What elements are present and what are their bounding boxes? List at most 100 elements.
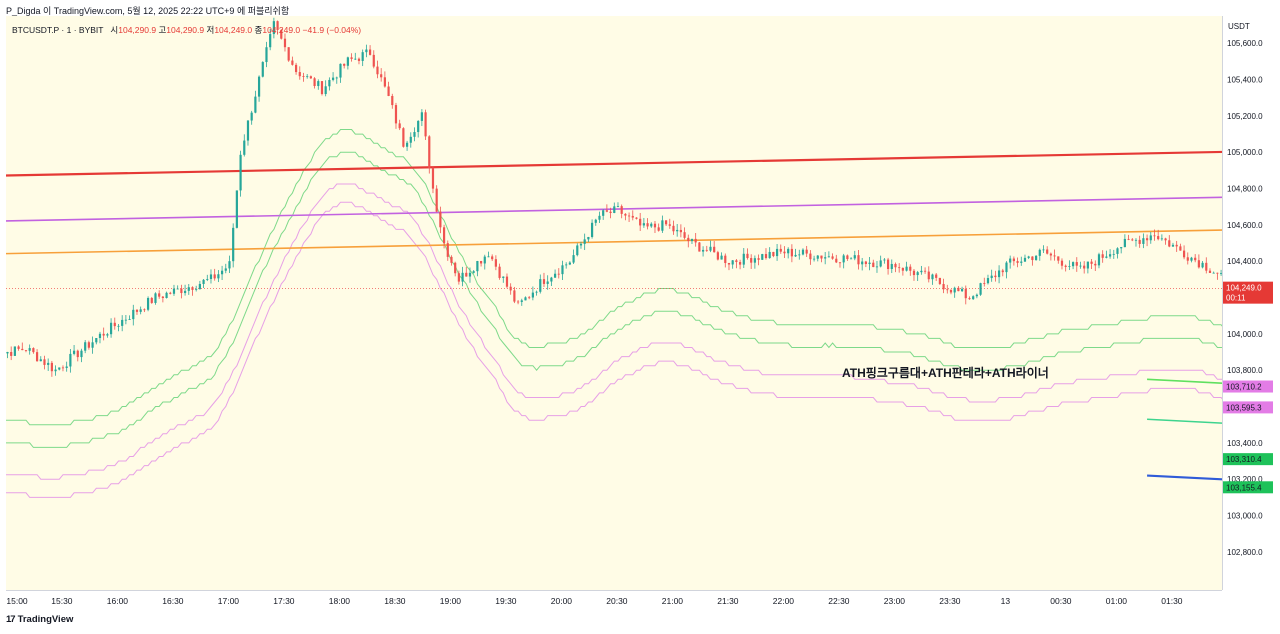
candle xyxy=(132,304,135,326)
candle-body xyxy=(664,220,668,225)
price-tick-label: 104,000.0 xyxy=(1227,330,1263,339)
price-axis[interactable]: USDT 102,800.0 103,000.0 103,200.0 103,400.0… xyxy=(1222,16,1275,590)
price-axis-svg[interactable]: USDT 102,800.0 103,000.0 103,200.0 103,400.0… xyxy=(1223,16,1275,590)
candle xyxy=(28,344,31,355)
candle xyxy=(1160,234,1163,241)
candle xyxy=(824,252,827,265)
chart-area[interactable]: ★★★ATH핑크구름대+ATH판테라+ATH라이너 xyxy=(6,16,1222,590)
line-value-tag xyxy=(1223,481,1273,494)
price-tick-label: 102,800.0 xyxy=(1227,548,1263,557)
candle-body xyxy=(280,29,283,39)
time-tick-label: 18:00 xyxy=(329,596,351,606)
candle xyxy=(838,261,842,268)
time-tick-label: 01:30 xyxy=(1161,596,1183,606)
candle-body xyxy=(787,248,790,254)
candle-body xyxy=(1168,240,1171,247)
candle-body xyxy=(1049,253,1052,256)
candle-body xyxy=(727,263,731,265)
candle xyxy=(698,241,701,252)
candle xyxy=(975,293,978,299)
candle xyxy=(672,220,675,235)
candle-body xyxy=(1197,260,1200,268)
candle xyxy=(220,265,224,281)
candle-body xyxy=(509,286,512,291)
candle xyxy=(87,340,90,350)
candle xyxy=(235,190,238,229)
candle-body xyxy=(794,254,797,257)
candle xyxy=(957,286,960,292)
candle-body xyxy=(309,76,312,79)
candle xyxy=(1205,257,1208,274)
candle-body xyxy=(1090,261,1093,264)
candle xyxy=(709,240,712,253)
chart-svg[interactable]: ★★★ATH핑크구름대+ATH판테라+ATH라이너 xyxy=(6,16,1222,590)
candle-body xyxy=(294,64,298,73)
line-value-label: 103,155.4 xyxy=(1226,483,1262,492)
legend-close-label: 종 xyxy=(254,25,263,35)
candle xyxy=(1079,261,1082,269)
candle xyxy=(435,185,438,213)
candle xyxy=(972,295,975,300)
candle-body xyxy=(994,275,997,278)
time-tick-label: 15:30 xyxy=(51,596,73,606)
candle xyxy=(354,52,357,61)
candle xyxy=(10,346,13,361)
candle xyxy=(394,102,398,129)
candle-body xyxy=(753,258,756,263)
candle-body xyxy=(228,261,231,269)
candle-body xyxy=(627,215,631,217)
candle xyxy=(916,270,919,282)
candle-body xyxy=(901,267,904,271)
candle-body xyxy=(553,273,557,278)
candle-body xyxy=(1086,261,1089,269)
candle-body xyxy=(1005,262,1008,273)
candle-body xyxy=(1042,249,1045,251)
candle-body xyxy=(387,86,390,96)
candle-body xyxy=(442,227,446,244)
candle xyxy=(750,254,753,269)
candle-body xyxy=(738,262,742,265)
candle-body xyxy=(1123,238,1126,248)
price-tick-label: 104,400.0 xyxy=(1227,257,1263,266)
candle-body xyxy=(920,270,923,273)
candle-body xyxy=(1027,256,1030,258)
candle-body xyxy=(679,229,682,233)
candle-body xyxy=(132,309,135,320)
candle xyxy=(542,272,546,287)
candle-body xyxy=(54,369,57,372)
candle xyxy=(198,280,201,290)
candle-body xyxy=(224,268,227,271)
candle xyxy=(317,79,320,90)
time-tick-label: 19:30 xyxy=(495,596,517,606)
candle-body xyxy=(986,278,990,284)
candle xyxy=(986,274,990,285)
candle-body xyxy=(1101,254,1104,258)
candle xyxy=(890,259,893,274)
candle-body xyxy=(113,322,116,327)
time-axis-svg[interactable]: 15:00 15:30 16:00 16:30 17:00 17:30 18:00 18:30… xyxy=(6,591,1222,611)
candle xyxy=(376,60,379,79)
candle xyxy=(624,213,627,221)
candle-body xyxy=(898,267,901,269)
candle-body xyxy=(1205,262,1208,271)
time-tick-label: 21:00 xyxy=(662,596,684,606)
time-axis[interactable]: 15:00 15:30 16:00 16:30 17:00 17:30 18:00 18:30… xyxy=(6,590,1222,611)
candle xyxy=(587,236,590,243)
candle-body xyxy=(154,293,157,303)
candle xyxy=(816,255,819,262)
candle xyxy=(783,246,786,259)
candle xyxy=(787,247,790,259)
candle-body xyxy=(894,263,897,268)
candle-body xyxy=(1046,249,1049,254)
candle xyxy=(487,251,490,258)
current-price-value: 104,249.0 xyxy=(1226,284,1262,293)
candle-body xyxy=(1034,255,1038,261)
candle-body xyxy=(124,319,127,321)
candle-body xyxy=(868,262,871,264)
candle-body xyxy=(960,288,964,292)
candle xyxy=(1060,258,1064,270)
candle xyxy=(953,286,956,298)
candle xyxy=(994,270,997,282)
candle-body xyxy=(1023,257,1027,262)
candle-body xyxy=(343,63,346,66)
